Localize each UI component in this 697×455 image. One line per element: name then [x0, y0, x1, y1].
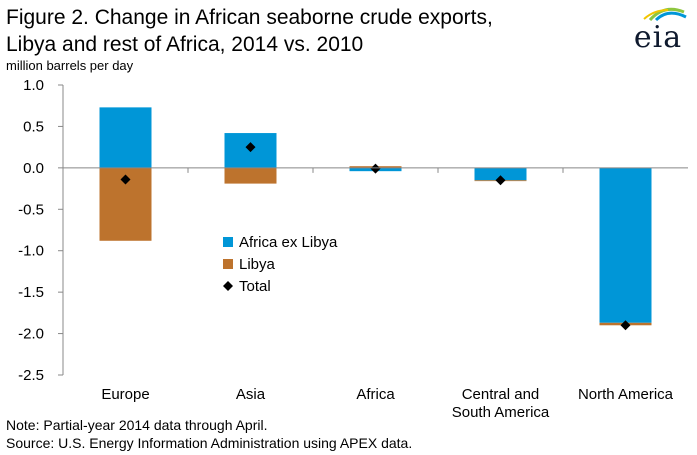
- y-tick-label: -1.0: [18, 243, 44, 260]
- total-marker: [370, 163, 381, 174]
- legend-label: Total: [239, 278, 271, 295]
- chart-source: Source: U.S. Energy Information Administ…: [6, 435, 413, 451]
- total-marker: [620, 320, 631, 331]
- eia-logo: eia: [624, 6, 692, 56]
- legend-label: Africa ex Libya: [239, 234, 338, 251]
- bars-group: [99, 107, 652, 331]
- x-tick-label: Europe: [101, 386, 149, 403]
- y-tick-label: -0.5: [18, 201, 44, 218]
- y-tick-label: 1.0: [23, 77, 44, 94]
- eia-logo-swoosh-icon: [643, 7, 687, 22]
- chart-note: Note: Partial-year 2014 data through Apr…: [6, 417, 268, 433]
- legend: Africa ex Libya Libya Total: [223, 234, 338, 295]
- x-tick-label: Central and: [462, 386, 540, 403]
- bar-africa-ex-libya: [599, 167, 652, 323]
- y-tick-label: 0.5: [23, 118, 44, 135]
- legend-swatch-total: [223, 281, 233, 291]
- y-axis-unit-label: million barrels per day: [6, 58, 134, 73]
- eia-logo-text: eia: [633, 20, 683, 55]
- total-marker: [495, 175, 506, 186]
- bar-africa-ex-libya: [99, 107, 152, 168]
- x-tick-label: Asia: [236, 386, 266, 403]
- bar-africa-ex-libya: [474, 167, 527, 181]
- x-tick-label: Africa: [356, 386, 395, 403]
- legend-label: Libya: [239, 256, 276, 273]
- x-tick-label: South America: [452, 404, 550, 421]
- x-tick-label: North America: [578, 386, 674, 403]
- y-tick-label: -2.0: [18, 326, 44, 343]
- y-tick-label: -2.5: [18, 367, 44, 384]
- legend-swatch-libya: [223, 259, 233, 269]
- total-marker: [245, 142, 256, 153]
- chart-title: Figure 2. Change in African seaborne cru…: [6, 4, 606, 58]
- y-tick-label: 0.0: [23, 160, 44, 177]
- legend-swatch-africa-ex-libya: [223, 237, 233, 247]
- total-marker: [120, 174, 131, 185]
- y-tick-label: -1.5: [18, 284, 44, 301]
- title-line-2: Libya and rest of Africa, 2014 vs. 2010: [6, 33, 364, 56]
- bar-libya: [224, 167, 277, 184]
- title-line-1: Figure 2. Change in African seaborne cru…: [6, 6, 493, 29]
